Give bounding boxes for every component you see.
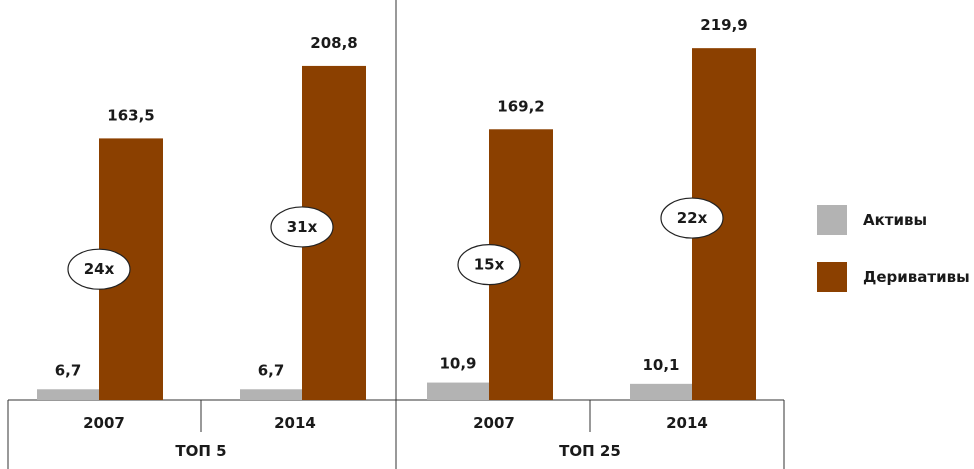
legend: Активы Деривативы	[817, 205, 970, 319]
group-label: ТОП 25	[559, 442, 621, 460]
ratio-bubble	[67, 248, 131, 290]
bar-assets	[240, 389, 302, 400]
x-tick-label: 2014	[274, 414, 316, 432]
ratio-bubble	[270, 206, 334, 248]
ratio-label: 22x	[677, 209, 708, 227]
data-label-assets: 10,9	[439, 355, 476, 373]
x-tick-label: 2007	[473, 414, 515, 432]
group-label: ТОП 5	[175, 442, 226, 460]
bar-assets	[630, 383, 692, 400]
ratio-bubble	[457, 244, 521, 286]
data-label-derivatives: 208,8	[310, 34, 357, 52]
legend-item-derivatives: Деривативы	[817, 262, 970, 292]
bar-assets	[427, 382, 489, 400]
bar-assets	[37, 389, 99, 400]
data-label-assets: 6,7	[55, 361, 82, 379]
x-tick-label: 2014	[666, 414, 708, 432]
legend-label-assets: Активы	[863, 211, 928, 229]
data-label-derivatives: 219,9	[700, 16, 747, 34]
data-label-derivatives: 169,2	[497, 97, 544, 115]
ratio-bubble	[660, 197, 724, 239]
legend-label-derivatives: Деривативы	[863, 268, 970, 286]
data-label-assets: 6,7	[258, 361, 285, 379]
x-tick-label: 2007	[83, 414, 125, 432]
legend-swatch-assets	[817, 205, 847, 235]
ratio-label: 31x	[287, 218, 318, 236]
data-label-assets: 10,1	[642, 356, 679, 374]
ratio-label: 24x	[84, 260, 115, 278]
data-label-derivatives: 163,5	[107, 106, 154, 124]
legend-swatch-derivatives	[817, 262, 847, 292]
legend-item-assets: Активы	[817, 205, 970, 235]
ratio-label: 15x	[474, 256, 505, 274]
